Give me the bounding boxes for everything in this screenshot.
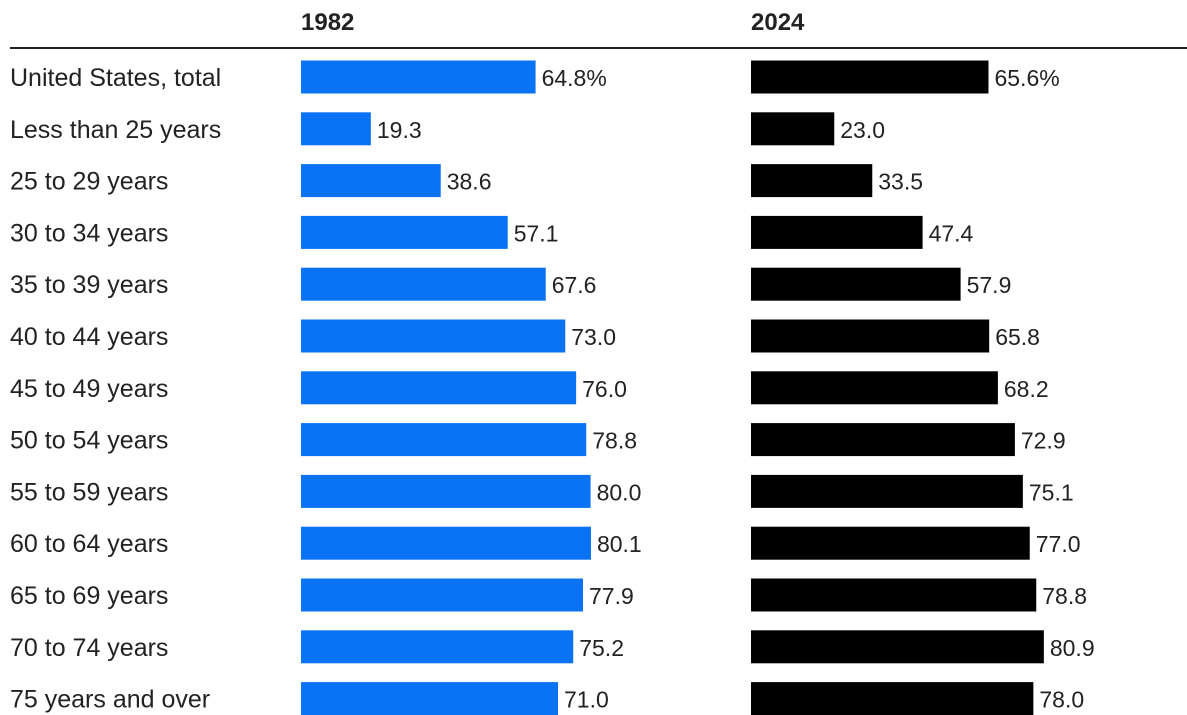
bar-1982 [301, 371, 577, 405]
bar-2024 [751, 630, 1044, 664]
data-label-2024: 72.9 [1021, 428, 1066, 454]
bar-1982 [301, 682, 559, 715]
bar-2024 [751, 474, 1023, 508]
data-label-1982: 76.0 [582, 376, 627, 402]
bar-1982 [301, 164, 441, 198]
row-label: 65 to 69 years [10, 582, 168, 610]
bar-2024 [751, 319, 990, 353]
data-label-2024: 75.1 [1029, 479, 1074, 505]
row-label: 30 to 34 years [10, 219, 168, 247]
row-label: United States, total [10, 64, 221, 92]
bars: 64.8% 65.6% 19.3 23.0 38.6 33.5 57.1 47.4 67.6 57… [301, 60, 1095, 715]
data-label-2024: 65.8 [995, 324, 1040, 350]
row-label: 45 to 49 years [10, 375, 168, 403]
row-label: 70 to 74 years [10, 634, 168, 662]
bar-1982 [301, 319, 566, 353]
data-label-1982: 80.0 [597, 479, 642, 505]
bar-2024 [751, 423, 1015, 457]
data-label-2024: 80.9 [1050, 635, 1095, 661]
data-label-2024: 33.5 [878, 169, 923, 195]
data-label-1982: 80.1 [597, 531, 642, 557]
bar-1982 [301, 60, 536, 94]
column-header-1: 2024 [751, 9, 805, 36]
data-label-1982: 38.6 [447, 169, 492, 195]
row-label: 60 to 64 years [10, 530, 168, 558]
data-label-2024: 77.0 [1036, 531, 1081, 557]
bar-1982 [301, 526, 591, 560]
bar-1982 [301, 578, 583, 612]
row-label: 75 years and over [10, 686, 210, 714]
data-label-1982: 57.1 [514, 220, 559, 246]
data-label-2024: 78.8 [1042, 583, 1087, 609]
bar-1982 [301, 474, 591, 508]
bar-2024 [751, 526, 1030, 560]
data-label-1982: 73.0 [571, 324, 616, 350]
data-label-1982: 75.2 [579, 635, 624, 661]
column-header-0: 1982 [301, 9, 354, 36]
bar-2024 [751, 682, 1034, 715]
data-label-2024: 57.9 [967, 272, 1012, 298]
row-label: Less than 25 years [10, 116, 221, 144]
bar-2024 [751, 578, 1037, 612]
data-label-2024: 47.4 [929, 220, 974, 246]
row-label: 25 to 29 years [10, 168, 168, 196]
bar-1982 [301, 267, 546, 301]
data-label-1982: 78.8 [592, 428, 637, 454]
data-label-1982: 71.0 [564, 687, 609, 713]
bar-2024 [751, 267, 961, 301]
row-label: 55 to 59 years [10, 478, 168, 506]
data-label-1982: 77.9 [589, 583, 634, 609]
data-label-1982: 19.3 [377, 117, 422, 143]
column-headers: 1982 2024 [301, 9, 805, 36]
data-label-2024: 65.6% [994, 65, 1059, 91]
bar-2024 [751, 164, 873, 198]
row-label: 50 to 54 years [10, 427, 168, 455]
bar-1982 [301, 630, 574, 664]
bar-1982 [301, 215, 508, 249]
bar-2024 [751, 215, 923, 249]
data-label-1982: 67.6 [552, 272, 597, 298]
bar-1982 [301, 112, 371, 146]
data-label-1982: 64.8% [542, 65, 607, 91]
row-label: 35 to 39 years [10, 271, 168, 299]
bar-2024 [751, 112, 835, 146]
data-label-2024: 78.0 [1039, 687, 1084, 713]
data-label-2024: 23.0 [840, 117, 885, 143]
bar-2024 [751, 371, 998, 405]
bar-2024 [751, 60, 989, 94]
row-labels: United States, total Less than 25 years 25… [10, 64, 221, 714]
row-label: 40 to 44 years [10, 323, 168, 351]
bar-1982 [301, 423, 587, 457]
data-label-2024: 68.2 [1004, 376, 1049, 402]
